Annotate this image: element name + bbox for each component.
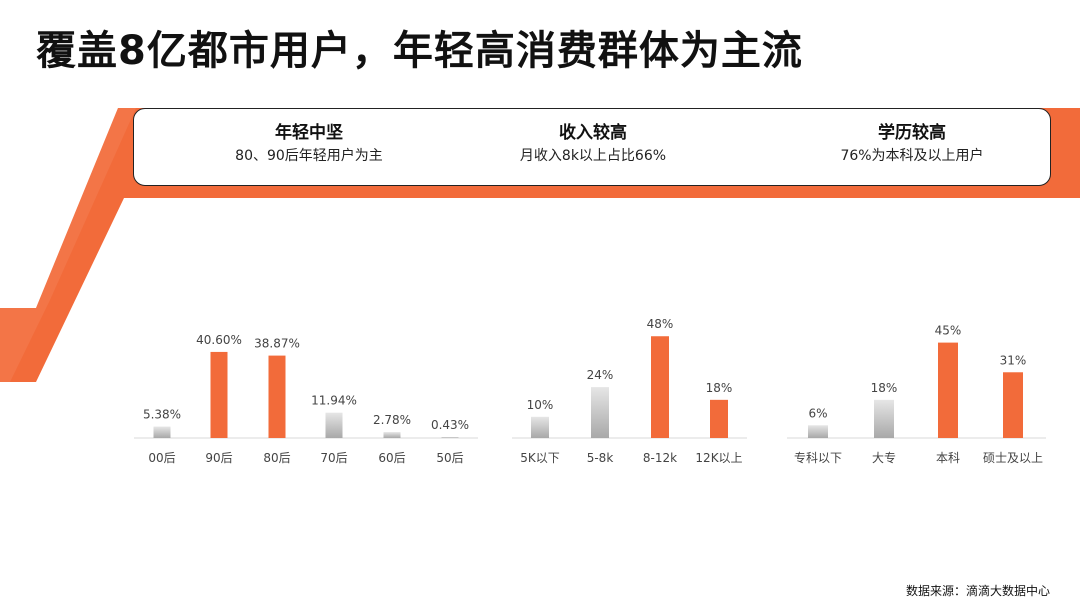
bar-value-label: 6% (808, 406, 827, 420)
bar (531, 416, 549, 438)
info-desc-education: 76%为本科及以上用户 (840, 148, 984, 164)
bar (1003, 372, 1023, 438)
data-source: 数据来源：滴滴大数据中心 (905, 584, 1050, 598)
category-label: 00后 (148, 451, 175, 465)
category-label: 5K以下 (520, 451, 560, 465)
bar (383, 432, 401, 438)
bar (808, 425, 828, 438)
info-item-education: 学历较高 76%为本科及以上用户 (782, 121, 1042, 167)
bar (591, 387, 609, 438)
bar (441, 437, 459, 438)
category-label: 80后 (263, 451, 290, 465)
category-label: 硕士及以上 (983, 451, 1043, 465)
bar (210, 351, 228, 438)
info-desc-income: 月收入8k以上占比66% (519, 148, 667, 164)
info-desc-age: 80、90后年轻用户为主 (235, 148, 383, 164)
bar-chart-age: 5.38% 00后 40.60% 90后 38.87% 80后 11.94% 70后 2.78%… (134, 333, 478, 465)
bar-value-label: 24% (587, 368, 614, 382)
category-label: 本科 (936, 451, 960, 465)
bar-value-label: 31% (1000, 353, 1027, 367)
bar-value-label: 40.60% (196, 333, 242, 347)
bar-value-label: 45% (935, 324, 962, 338)
bar (710, 399, 728, 438)
info-title-education: 学历较高 (878, 123, 946, 143)
bar (325, 412, 343, 438)
bar-value-label: 0.43% (431, 418, 469, 432)
bar-value-label: 48% (647, 317, 674, 331)
bar (651, 336, 669, 438)
bar (938, 342, 958, 438)
info-item-age: 年轻中坚 80、90后年轻用户为主 (179, 121, 439, 167)
category-label: 70后 (320, 451, 347, 465)
category-label: 60后 (378, 451, 405, 465)
bar-value-label: 5.38% (143, 408, 181, 422)
info-title-age: 年轻中坚 (275, 123, 343, 143)
category-label: 12K以上 (695, 451, 742, 465)
bar-chart-income: 10% 5K以下 24% 5-8k 48% 8-12k 18% 12K以上 (512, 317, 747, 465)
bar (874, 399, 894, 438)
bar-value-label: 38.87% (254, 337, 300, 351)
bar (153, 426, 171, 438)
bar (268, 355, 286, 438)
category-label: 大专 (872, 450, 896, 465)
bar-value-label: 11.94% (311, 394, 357, 408)
category-label: 8-12k (643, 451, 677, 465)
category-label: 5-8k (587, 451, 614, 465)
info-item-income: 收入较高 月收入8k以上占比66% (463, 121, 723, 167)
bar-value-label: 10% (527, 398, 554, 412)
category-label: 50后 (436, 451, 463, 465)
bar-value-label: 2.78% (373, 413, 411, 427)
info-title-income: 收入较高 (559, 123, 627, 143)
page-title: 覆盖8亿都市用户，年轻高消费群体为主流 (36, 28, 803, 74)
category-label: 90后 (205, 451, 232, 465)
bar-value-label: 18% (706, 381, 733, 395)
bar-chart-education: 6% 专科以下 18% 大专 45% 本科 31% 硕士及以上 (787, 324, 1046, 465)
category-label: 专科以下 (794, 450, 842, 465)
info-card: 年轻中坚 80、90后年轻用户为主 收入较高 月收入8k以上占比66% 学历较高… (133, 108, 1051, 186)
bar-value-label: 18% (871, 381, 898, 395)
